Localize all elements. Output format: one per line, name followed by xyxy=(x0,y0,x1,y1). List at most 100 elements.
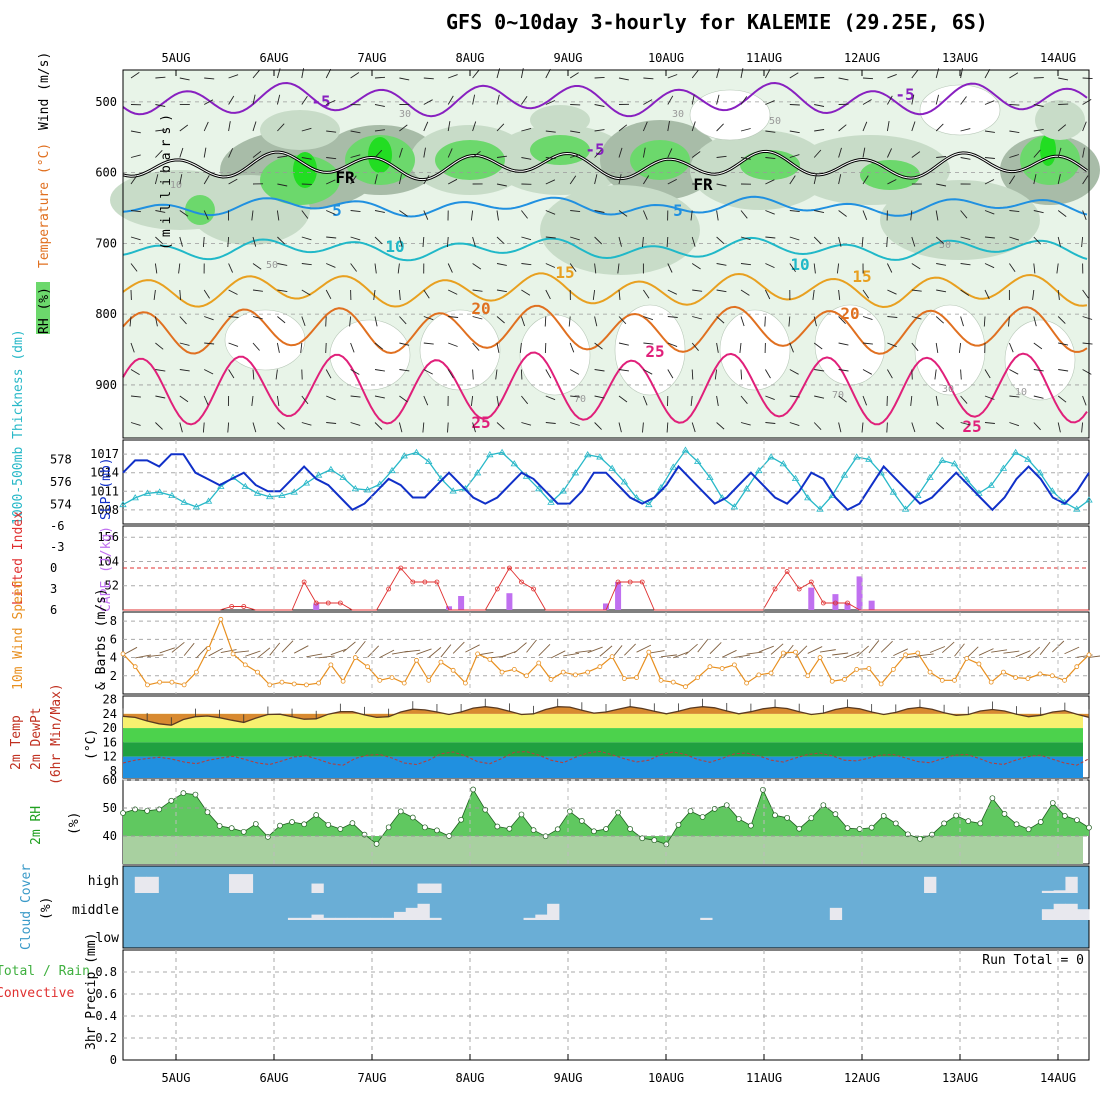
wind-barb xyxy=(495,369,498,380)
wind-barb xyxy=(740,395,748,404)
wind-barb xyxy=(472,263,482,270)
wind-barb xyxy=(398,422,403,433)
wind-barb xyxy=(350,210,361,213)
cloud-middle-bar xyxy=(429,917,442,920)
rh2m-point xyxy=(796,825,803,832)
rh2m-point xyxy=(578,818,585,824)
lifted-index-point xyxy=(241,604,247,609)
wind-barb xyxy=(643,342,654,345)
wind-barb xyxy=(594,76,605,79)
wind10-barb xyxy=(1088,655,1100,658)
wind-barb xyxy=(130,422,141,426)
temp2m-tick-label: 20 xyxy=(103,721,117,735)
wind-barb xyxy=(691,263,701,270)
wind-barb xyxy=(154,316,158,327)
temp2m-tick-label: 16 xyxy=(103,735,117,749)
wind-barb xyxy=(1082,175,1089,185)
wind-barb xyxy=(1057,124,1067,132)
wind-barb xyxy=(691,342,699,351)
date-label-top: 5AUG xyxy=(162,51,191,65)
wind-barb xyxy=(350,395,361,398)
wind-barb xyxy=(936,263,947,266)
wind-barb xyxy=(642,395,648,406)
wind-barb xyxy=(252,121,257,132)
wind-barb xyxy=(496,263,507,266)
wind10-barb xyxy=(648,650,665,654)
rh2m-point xyxy=(301,821,307,828)
cloud-high-bar xyxy=(1065,876,1078,893)
wind-barb xyxy=(935,123,944,132)
cape-bar xyxy=(506,593,513,610)
wind-barb xyxy=(252,70,260,79)
thickness-point xyxy=(950,460,959,467)
wind-barb xyxy=(1082,121,1087,132)
rh2m-unit-label: (%) xyxy=(67,812,82,835)
wind10-barb xyxy=(991,649,1008,653)
wind-barb xyxy=(716,289,727,293)
rh2m-point xyxy=(965,818,972,825)
contour-label: 15 xyxy=(852,267,871,286)
cloud-high-bar xyxy=(146,876,159,893)
cloud-middle-bar xyxy=(323,917,336,920)
cloud-middle-bar xyxy=(829,907,843,920)
wind-barb xyxy=(570,422,580,426)
wind-barb xyxy=(862,210,868,220)
thickness-point xyxy=(730,503,739,510)
rh2m-axis-label: 2m RH xyxy=(29,806,44,845)
pressure-tick-label: 500 xyxy=(95,95,117,109)
cloud-high-bar xyxy=(417,883,430,893)
wind-barb xyxy=(911,316,922,320)
thickness-point xyxy=(1011,448,1020,455)
wind-barb xyxy=(472,289,483,292)
date-label-bottom: 7AUG xyxy=(358,1071,387,1085)
wind-barb xyxy=(301,422,312,426)
rh2m-tick-label: 40 xyxy=(103,829,117,843)
date-label-bottom: 8AUG xyxy=(456,1071,485,1085)
wind-barb xyxy=(960,289,970,296)
pressure-tick-label: 800 xyxy=(95,307,117,321)
wind-barb xyxy=(789,72,799,79)
cloud-middle-bar xyxy=(547,903,560,920)
thickness-point xyxy=(424,457,433,465)
wind10-point xyxy=(1001,669,1006,675)
rh2m-point xyxy=(651,837,658,844)
wind-barb xyxy=(129,316,132,327)
wind10-barb xyxy=(526,639,537,653)
lifted-index-tick-label: -3 xyxy=(50,540,64,554)
wind-barb xyxy=(716,210,719,221)
wind10-barb xyxy=(354,640,366,655)
wind-barb xyxy=(861,236,864,248)
wind-barb xyxy=(1082,395,1087,406)
wind-barb xyxy=(130,210,141,213)
temperature-band xyxy=(123,713,1083,729)
wind-barb xyxy=(1058,369,1069,372)
wind10-barb xyxy=(147,654,164,657)
cloud-middle-bar xyxy=(335,917,348,920)
rh2m-point xyxy=(603,826,609,832)
wind-barb xyxy=(690,210,693,221)
wind-barb xyxy=(1033,236,1042,245)
wind-barb xyxy=(1082,289,1089,299)
wind-barb xyxy=(740,422,751,426)
thickness-point xyxy=(620,478,629,485)
wind-barb xyxy=(935,236,944,244)
cloud-axis-label: Cloud Cover xyxy=(19,864,34,950)
date-label-top: 12AUG xyxy=(844,51,880,65)
wind-barb xyxy=(326,157,337,160)
rh2m-point xyxy=(989,795,996,802)
wind-barb xyxy=(423,316,434,321)
thickness-point xyxy=(143,489,152,496)
contour-label: -5 xyxy=(585,140,604,159)
contour-label: 5 xyxy=(332,201,342,220)
wind-barb xyxy=(765,130,776,133)
rh2m-point xyxy=(591,828,597,835)
wind-barb xyxy=(1009,395,1020,398)
temp2m-axis-label: 2m Temp xyxy=(9,715,24,770)
freezing-level-core xyxy=(122,150,1088,181)
wind-barb xyxy=(789,369,799,375)
temp2m-tick-label: 24 xyxy=(103,707,117,721)
wind-barb xyxy=(155,76,166,79)
rh-contour-fill xyxy=(1035,100,1085,140)
wind-barb xyxy=(1057,174,1061,185)
wind10-barb xyxy=(1039,641,1051,655)
